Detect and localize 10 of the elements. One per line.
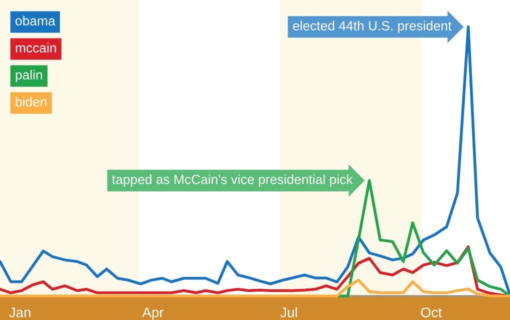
x-tick-label: Oct <box>421 307 442 318</box>
text: mccain <box>16 42 56 53</box>
x-tick-label: Apr <box>142 308 164 320</box>
text: obama <box>16 16 56 26</box>
annotation: elected 44th U.S. president <box>293 20 452 34</box>
annotation: tapped as McCain's vice presidential pick <box>112 174 353 187</box>
text: biden <box>16 96 46 107</box>
text: palin <box>16 70 42 82</box>
x-tick-label: Jul <box>280 307 297 318</box>
x-tick-label: Jan <box>9 308 30 318</box>
